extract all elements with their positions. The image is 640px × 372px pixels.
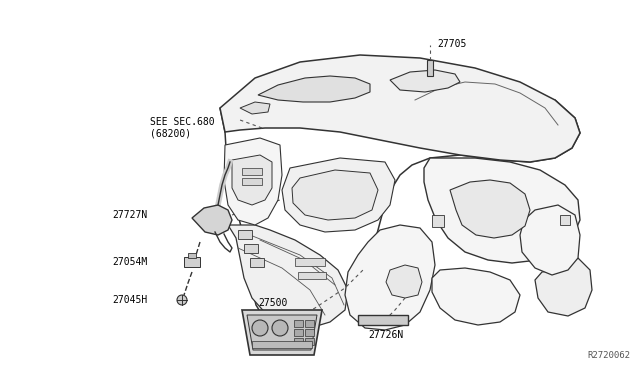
Polygon shape xyxy=(240,102,270,114)
Bar xyxy=(298,272,326,279)
Bar xyxy=(305,338,314,345)
Polygon shape xyxy=(432,268,520,325)
Bar xyxy=(560,215,570,225)
Circle shape xyxy=(272,320,288,336)
Bar xyxy=(250,258,264,267)
Polygon shape xyxy=(520,205,580,275)
Bar xyxy=(432,215,444,227)
Polygon shape xyxy=(358,315,408,325)
Text: 27500: 27500 xyxy=(258,298,287,308)
Bar xyxy=(242,168,262,175)
Text: (68200): (68200) xyxy=(150,128,191,138)
Circle shape xyxy=(177,295,187,305)
Bar xyxy=(184,257,200,267)
Bar xyxy=(242,178,262,185)
Polygon shape xyxy=(424,158,580,263)
Bar xyxy=(294,320,303,327)
Text: 27045H: 27045H xyxy=(112,295,147,305)
Polygon shape xyxy=(258,76,370,102)
Polygon shape xyxy=(232,155,272,205)
Polygon shape xyxy=(386,265,422,298)
Bar xyxy=(188,253,196,258)
Bar xyxy=(305,320,314,327)
Text: SEE SEC.680: SEE SEC.680 xyxy=(150,117,214,127)
Polygon shape xyxy=(247,315,317,350)
Text: 27727N: 27727N xyxy=(112,210,147,220)
Polygon shape xyxy=(228,225,348,328)
Polygon shape xyxy=(345,225,435,330)
Bar xyxy=(252,341,312,348)
Bar xyxy=(294,329,303,336)
Bar xyxy=(238,230,252,239)
Polygon shape xyxy=(224,138,282,225)
Bar xyxy=(295,258,325,266)
Bar xyxy=(305,329,314,336)
Polygon shape xyxy=(242,310,322,355)
Text: 27705: 27705 xyxy=(437,39,467,49)
Polygon shape xyxy=(192,205,232,235)
Circle shape xyxy=(252,320,268,336)
Text: 27054M: 27054M xyxy=(112,257,147,267)
Polygon shape xyxy=(390,70,460,92)
Bar xyxy=(427,60,433,76)
Polygon shape xyxy=(220,100,580,330)
Polygon shape xyxy=(292,170,378,220)
Polygon shape xyxy=(282,158,395,232)
Bar xyxy=(294,338,303,345)
Text: 27726N: 27726N xyxy=(368,330,403,340)
Bar xyxy=(244,244,258,253)
Polygon shape xyxy=(450,180,530,238)
Polygon shape xyxy=(220,55,580,162)
Text: R2720062: R2720062 xyxy=(587,351,630,360)
Polygon shape xyxy=(535,258,592,316)
